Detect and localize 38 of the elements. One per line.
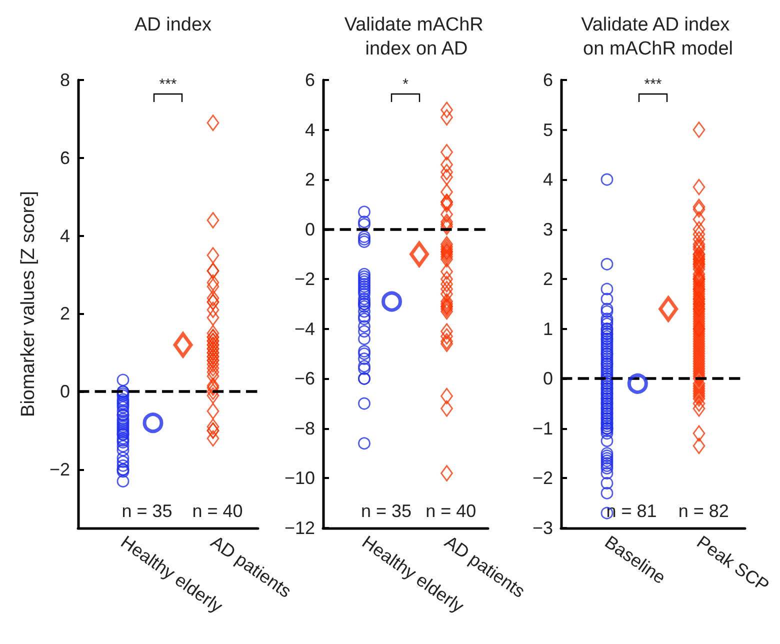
y-tick-label: −12 (284, 518, 315, 538)
annotation: n = 35 (360, 501, 412, 521)
y-tick-label: −3 (532, 518, 553, 538)
annotation: n = 40 (192, 501, 243, 521)
annotation: * (402, 76, 409, 93)
y-tick-label: −10 (284, 468, 315, 488)
y-tick-label: 5 (542, 120, 553, 140)
y-tick-label: −1 (532, 418, 553, 438)
chart-title: AD index (134, 14, 212, 36)
annotation: *** (159, 76, 177, 93)
y-tick-label: 4 (304, 120, 315, 140)
y-tick-label: −2 (532, 468, 553, 488)
annotation: n = 40 (426, 501, 476, 521)
y-tick-label: −4 (294, 318, 315, 339)
y-tick-label: 6 (304, 70, 315, 90)
y-tick-label: 0 (60, 382, 70, 402)
y-tick-label: 4 (542, 170, 553, 190)
y-tick-label: 0 (304, 219, 315, 240)
chart-title: Validate AD index on mAChR model (581, 14, 735, 60)
annotation: *** (644, 76, 662, 93)
y-tick-label: 4 (60, 226, 70, 246)
annotation: n = 35 (122, 501, 172, 521)
y-tick-label: 1 (542, 318, 553, 339)
y-tick-label: −2 (49, 460, 70, 480)
y-tick-label: 3 (542, 219, 553, 240)
y-tick-label: −8 (294, 418, 315, 438)
y-tick-label: 6 (542, 70, 553, 90)
y-tick-label: 6 (60, 148, 70, 168)
y-tick-label: 0 (542, 368, 553, 389)
y-tick-label: 8 (60, 70, 70, 90)
y-axis-title: Biomarker values [Z score] (18, 191, 39, 417)
annotation: n = 82 (678, 501, 729, 521)
y-tick-label: −2 (294, 269, 315, 290)
chart-title: Validate mAChR index on AD (344, 14, 489, 60)
y-tick-label: 2 (542, 269, 553, 290)
y-tick-label: 2 (60, 304, 70, 324)
y-tick-label: 2 (304, 170, 315, 190)
y-tick-label: −6 (294, 368, 315, 389)
